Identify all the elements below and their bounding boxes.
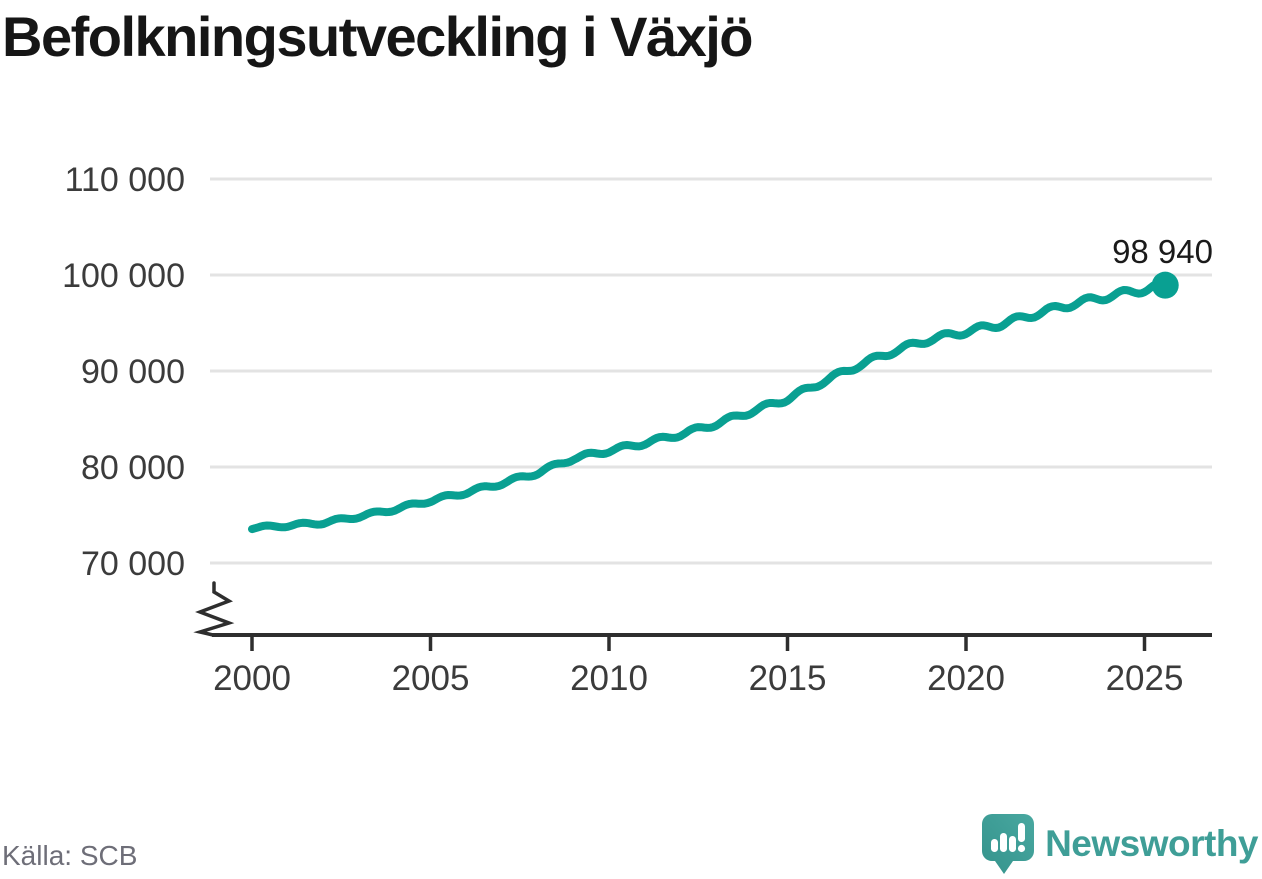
logo-exclamation-bar — [1018, 823, 1026, 842]
population-series-line — [248, 279, 1170, 534]
x-axis-tick-label: 2010 — [570, 659, 648, 698]
x-axis-tick-label: 2000 — [213, 659, 291, 698]
newsworthy-brand-link[interactable]: Newsworthy — [981, 812, 1258, 876]
x-axis-tick-label: 2005 — [392, 659, 470, 698]
y-axis-tick-label: 110 000 — [65, 161, 185, 199]
y-axis-tick-label: 70 000 — [81, 545, 185, 583]
page-title: Befolkningsutveckling i Växjö — [2, 5, 754, 68]
x-axis-tick-label: 2020 — [927, 659, 1005, 698]
y-axis-tick-label: 80 000 — [81, 449, 185, 487]
y-axis-tick-label: 100 000 — [62, 257, 185, 295]
newsworthy-logo-icon — [982, 814, 1035, 874]
population-line-chart: 110 000 100 000 90 000 80 000 70 000 2000 2005… — [62, 161, 1213, 698]
latest-value-label: 98 940 — [1112, 233, 1213, 270]
logo-bar-2 — [1000, 833, 1008, 852]
x-axis-tick-label: 2015 — [749, 659, 827, 698]
axis-break-icon — [193, 581, 235, 637]
latest-value-dot — [1151, 271, 1179, 299]
source-note: Källa: SCB — [2, 840, 138, 871]
y-axis-tick-label: 90 000 — [81, 353, 185, 391]
x-axis-tick-label: 2025 — [1106, 659, 1184, 698]
logo-bar-3 — [1009, 836, 1017, 852]
logo-exclamation-dot — [1017, 844, 1026, 853]
logo-bar-1 — [991, 839, 999, 852]
newsworthy-wordmark: Newsworthy — [1045, 823, 1258, 864]
logo-bubble — [982, 814, 1035, 874]
